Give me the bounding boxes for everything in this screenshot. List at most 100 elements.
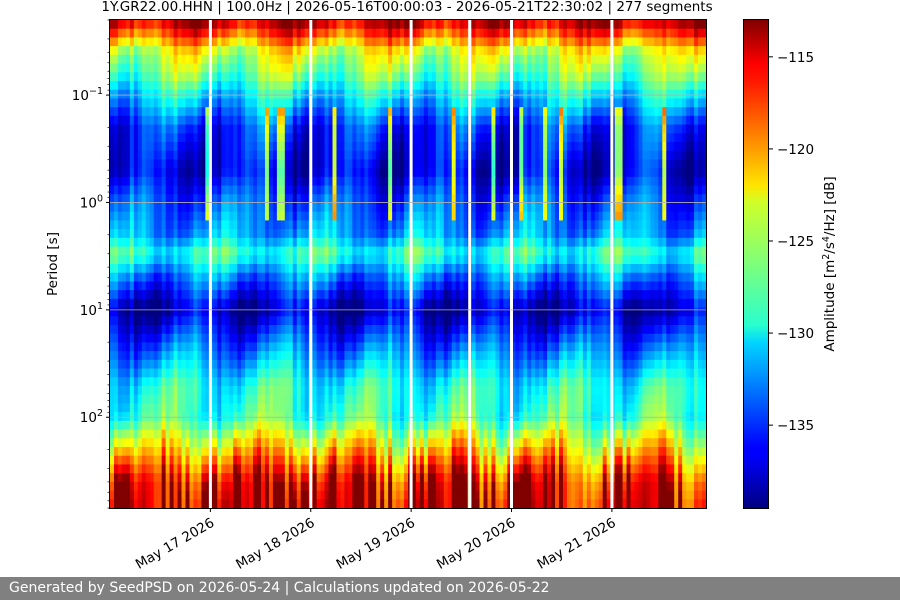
heatmap-cell — [288, 124, 294, 134]
heatmap-cell — [650, 168, 655, 178]
heatmap-cell — [328, 176, 334, 187]
heatmap-cell — [400, 107, 405, 117]
heatmap-cell — [463, 203, 469, 213]
heatmap-cell — [364, 150, 369, 161]
heatmap-cell — [165, 54, 171, 65]
heatmap-cell — [157, 255, 163, 265]
heatmap-cell — [245, 28, 250, 39]
heatmap-cell — [487, 203, 493, 213]
heatmap-cell — [348, 20, 353, 30]
heatmap-cell — [292, 142, 298, 152]
heatmap-cell — [324, 46, 330, 56]
heatmap-cell — [423, 194, 429, 204]
heatmap-cell — [272, 307, 278, 317]
heatmap-cell — [634, 211, 640, 222]
heatmap-cell — [678, 37, 683, 47]
heatmap-cell — [491, 124, 497, 134]
heatmap-cell — [133, 255, 139, 265]
heatmap-cell — [662, 176, 667, 187]
heatmap-cell — [133, 81, 139, 91]
heatmap-cell — [153, 298, 159, 309]
heatmap-cell — [229, 107, 234, 117]
heatmap-cell — [650, 115, 655, 126]
heatmap-cell — [551, 115, 556, 126]
heatmap-cell — [113, 255, 119, 265]
heatmap-cell — [284, 150, 290, 161]
heatmap-cell — [503, 290, 508, 300]
heatmap-cell — [479, 115, 485, 126]
heatmap-cell — [487, 237, 493, 248]
heatmap-cell — [586, 290, 592, 300]
heatmap-cell — [602, 46, 608, 56]
heatmap-cell — [110, 237, 115, 248]
heatmap-cell — [415, 194, 421, 204]
heatmap-cell — [487, 54, 493, 65]
heatmap-cell — [515, 194, 520, 204]
heatmap-cell — [177, 229, 183, 239]
heatmap-cell — [336, 124, 342, 134]
heatmap-cell — [157, 194, 163, 204]
heatmap-cell — [356, 290, 361, 300]
heatmap-cell — [185, 229, 191, 239]
heatmap-cell — [622, 142, 628, 152]
heatmap-cell — [511, 290, 516, 300]
heatmap-cell — [690, 37, 695, 47]
heatmap-cell — [396, 28, 401, 39]
heatmap-cell — [491, 281, 497, 291]
heatmap-cell — [189, 229, 195, 239]
heatmap-cell — [129, 220, 135, 230]
heatmap-cell — [646, 20, 651, 30]
heatmap-cell — [475, 28, 481, 39]
heatmap-cell — [145, 272, 151, 283]
heatmap-cell — [348, 176, 353, 187]
heatmap-cell — [702, 115, 707, 126]
heatmap-cell — [678, 237, 683, 248]
heatmap-cell — [443, 20, 449, 30]
heatmap-cell — [264, 150, 270, 161]
heatmap-cell — [443, 107, 449, 117]
heatmap-cell — [332, 264, 338, 274]
heatmap-cell — [201, 20, 206, 30]
heatmap-cell — [300, 81, 306, 91]
heatmap-cell — [165, 115, 171, 126]
heatmap-cell — [249, 203, 254, 213]
heatmap-cell — [527, 255, 532, 265]
heatmap-cell — [257, 281, 262, 291]
heatmap-cell — [411, 272, 417, 283]
heatmap-cell — [340, 54, 346, 65]
heatmap-cell — [368, 220, 373, 230]
heatmap-cell — [348, 54, 353, 65]
heatmap-cell — [682, 46, 687, 56]
heatmap-cell — [137, 264, 143, 274]
heatmap-cell — [642, 72, 647, 82]
heatmap-cell — [197, 281, 202, 291]
heatmap-cell — [125, 46, 131, 56]
heatmap-cell — [272, 203, 278, 213]
heatmap-cell — [296, 37, 302, 47]
heatmap-cell — [690, 46, 695, 56]
heatmap-cell — [670, 168, 675, 178]
heatmap-cell — [233, 159, 238, 169]
heatmap-cell — [245, 298, 250, 309]
heatmap-cell — [221, 37, 226, 47]
heatmap-cell — [503, 124, 508, 134]
heatmap-cell — [507, 54, 512, 65]
heatmap-cell — [475, 237, 481, 248]
heatmap-cell — [233, 28, 238, 39]
heatmap-cell — [217, 63, 222, 73]
heatmap-cell — [415, 290, 421, 300]
heatmap-cell — [249, 115, 254, 126]
heatmap-cell — [439, 255, 445, 265]
heatmap-cell — [606, 28, 612, 39]
heatmap-cell — [404, 54, 409, 65]
heatmap-cell — [479, 20, 485, 30]
heatmap-cell — [376, 98, 381, 108]
heatmap-cell — [662, 98, 667, 108]
heatmap-cell — [471, 298, 477, 309]
heatmap-cell — [213, 150, 218, 161]
heatmap-cell — [630, 185, 636, 195]
heatmap-cell — [272, 124, 278, 134]
heatmap-cell — [157, 133, 163, 143]
heatmap-cell — [157, 281, 163, 291]
heatmap-cell — [463, 72, 469, 82]
